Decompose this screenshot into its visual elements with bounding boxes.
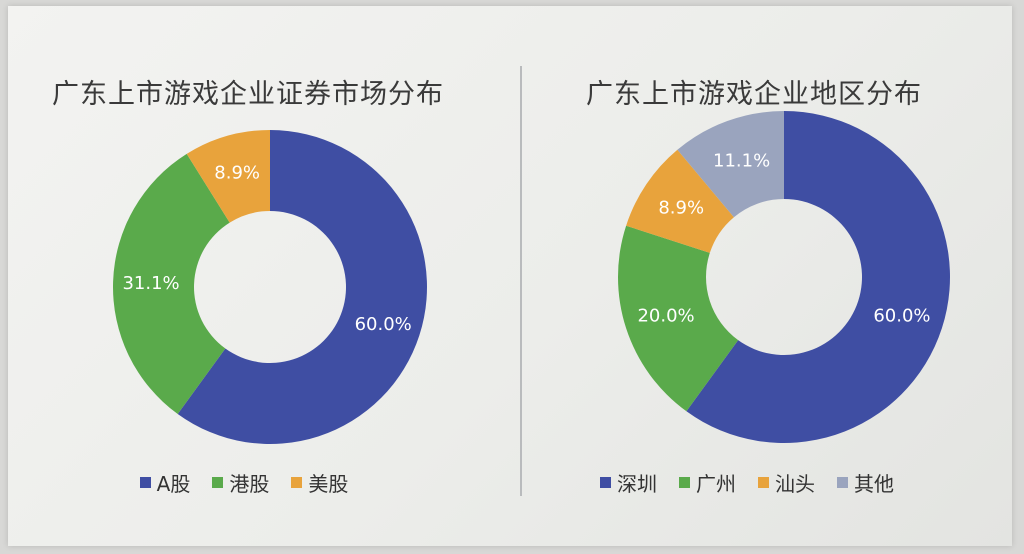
chart-title: 广东上市游戏企业地区分布 — [586, 79, 922, 110]
slice-value-label: 31.1% — [122, 273, 179, 294]
report-page: 广东上市游戏企业证券市场分布 60.0% 31.1% 8.9% A股 港股 美股 广东上… — [8, 6, 1012, 546]
legend-swatch — [139, 477, 151, 488]
legend-label: A股 — [156, 472, 191, 496]
legend-swatch — [758, 477, 769, 488]
donut-chart: 60.0% 20.0% 8.9% 11.1% — [618, 111, 950, 443]
legend-label: 其他 — [854, 472, 894, 496]
legend-item: 深圳 — [600, 468, 657, 497]
slice-value-label: 20.0% — [637, 305, 694, 326]
donut-slice-0 — [177, 130, 428, 444]
donut-slice-2 — [626, 149, 734, 253]
donut-slice-1 — [113, 153, 230, 415]
chart-legend: A股 港股 美股 — [0, 468, 494, 497]
legend-swatch — [679, 477, 690, 488]
legend-label: 汕头 — [775, 472, 815, 496]
legend-label: 深圳 — [617, 472, 657, 496]
securities-market-chart: 广东上市游戏企业证券市场分布 60.0% 31.1% 8.9% A股 港股 美股 — [8, 6, 508, 546]
divider — [520, 66, 522, 496]
legend-label: 美股 — [308, 472, 349, 496]
slice-value-label: 8.9% — [658, 198, 704, 219]
legend-item: A股 — [139, 468, 191, 497]
chart-legend: 深圳 广州 汕头 其他 — [497, 468, 997, 497]
slice-value-label: 60.0% — [355, 314, 412, 335]
legend-label: 港股 — [229, 472, 270, 496]
legend-swatch — [600, 477, 611, 488]
donut-slice-2 — [186, 130, 270, 223]
donut-slice-1 — [618, 225, 739, 412]
legend-item: 美股 — [291, 468, 348, 497]
donut-slice-0 — [686, 111, 950, 443]
legend-item: 港股 — [212, 468, 269, 497]
legend-item: 汕头 — [758, 468, 815, 497]
slice-value-label: 60.0% — [873, 305, 930, 326]
region-distribution-chart: 广东上市游戏企业地区分布 60.0% 20.0% 8.9% 11.1% 深圳 广州 汕头 其… — [522, 6, 1022, 546]
legend-label: 广州 — [696, 472, 736, 496]
slice-value-label: 8.9% — [214, 163, 260, 184]
legend-swatch — [212, 477, 224, 488]
donut-chart: 60.0% 31.1% 8.9% — [113, 130, 428, 444]
chart-title: 广东上市游戏企业证券市场分布 — [52, 79, 444, 110]
slice-value-label: 11.1% — [713, 150, 770, 171]
donut-slice-3 — [677, 111, 784, 218]
legend-swatch — [837, 477, 848, 488]
legend-item: 广州 — [679, 468, 736, 497]
legend-item: 其他 — [837, 468, 894, 497]
legend-swatch — [291, 477, 303, 488]
